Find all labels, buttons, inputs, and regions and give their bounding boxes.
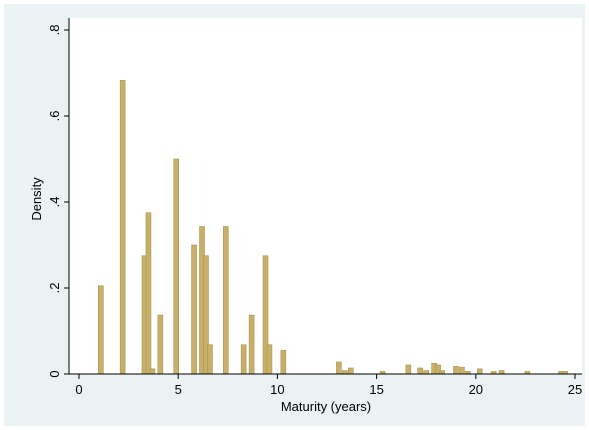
y-tick-label: .6 bbox=[47, 111, 62, 122]
histogram-bar bbox=[149, 368, 156, 375]
histogram-bar bbox=[173, 158, 180, 375]
histogram-bar bbox=[405, 364, 412, 375]
x-tick-label: 0 bbox=[75, 382, 82, 397]
histogram-bar bbox=[240, 344, 247, 375]
histogram-bar bbox=[348, 367, 354, 375]
histogram-bar bbox=[280, 350, 287, 375]
y-axis-ticks: 0 .2 .4 .6 .8 bbox=[47, 25, 69, 378]
histogram-bar bbox=[248, 314, 255, 375]
x-tick-label: 10 bbox=[270, 382, 284, 397]
chart-background: 0 5 10 15 20 25 0 .2 .4 .6 .8 Maturity (years) De… bbox=[4, 4, 585, 426]
histogram-bar bbox=[98, 285, 104, 375]
histogram-bar bbox=[207, 344, 213, 375]
density-histogram: 0 5 10 15 20 25 0 .2 .4 .6 .8 Maturity (years) De… bbox=[29, 18, 582, 414]
x-axis-ticks: 0 5 10 15 20 25 bbox=[75, 374, 582, 397]
y-tick-label: .2 bbox=[47, 283, 62, 294]
x-axis-title: Maturity (years) bbox=[281, 399, 371, 414]
x-tick-label: 25 bbox=[568, 382, 582, 397]
histogram-bar bbox=[423, 370, 429, 375]
y-tick-label: 0 bbox=[47, 370, 62, 377]
histogram-bar bbox=[453, 365, 459, 375]
histogram-bar bbox=[342, 370, 348, 375]
histogram-bar bbox=[145, 212, 152, 375]
x-tick-label: 20 bbox=[469, 382, 483, 397]
x-tick-label: 5 bbox=[175, 382, 182, 397]
histogram-bar bbox=[498, 370, 505, 375]
histogram-bar bbox=[439, 370, 445, 375]
y-tick-label: .4 bbox=[47, 197, 62, 208]
histogram-bar bbox=[417, 367, 424, 375]
histogram-bar bbox=[336, 361, 342, 375]
plot-area bbox=[69, 18, 582, 374]
y-axis-title: Density bbox=[29, 177, 44, 221]
histogram-bar bbox=[223, 226, 229, 375]
histogram-bar bbox=[191, 244, 197, 375]
y-tick-label: .8 bbox=[47, 25, 62, 36]
histogram-bar bbox=[459, 366, 465, 375]
x-tick-label: 15 bbox=[369, 382, 383, 397]
histogram-bar bbox=[157, 314, 164, 375]
histogram-bar bbox=[266, 344, 273, 375]
histogram-bar bbox=[476, 368, 483, 375]
histogram-bar bbox=[119, 80, 126, 375]
